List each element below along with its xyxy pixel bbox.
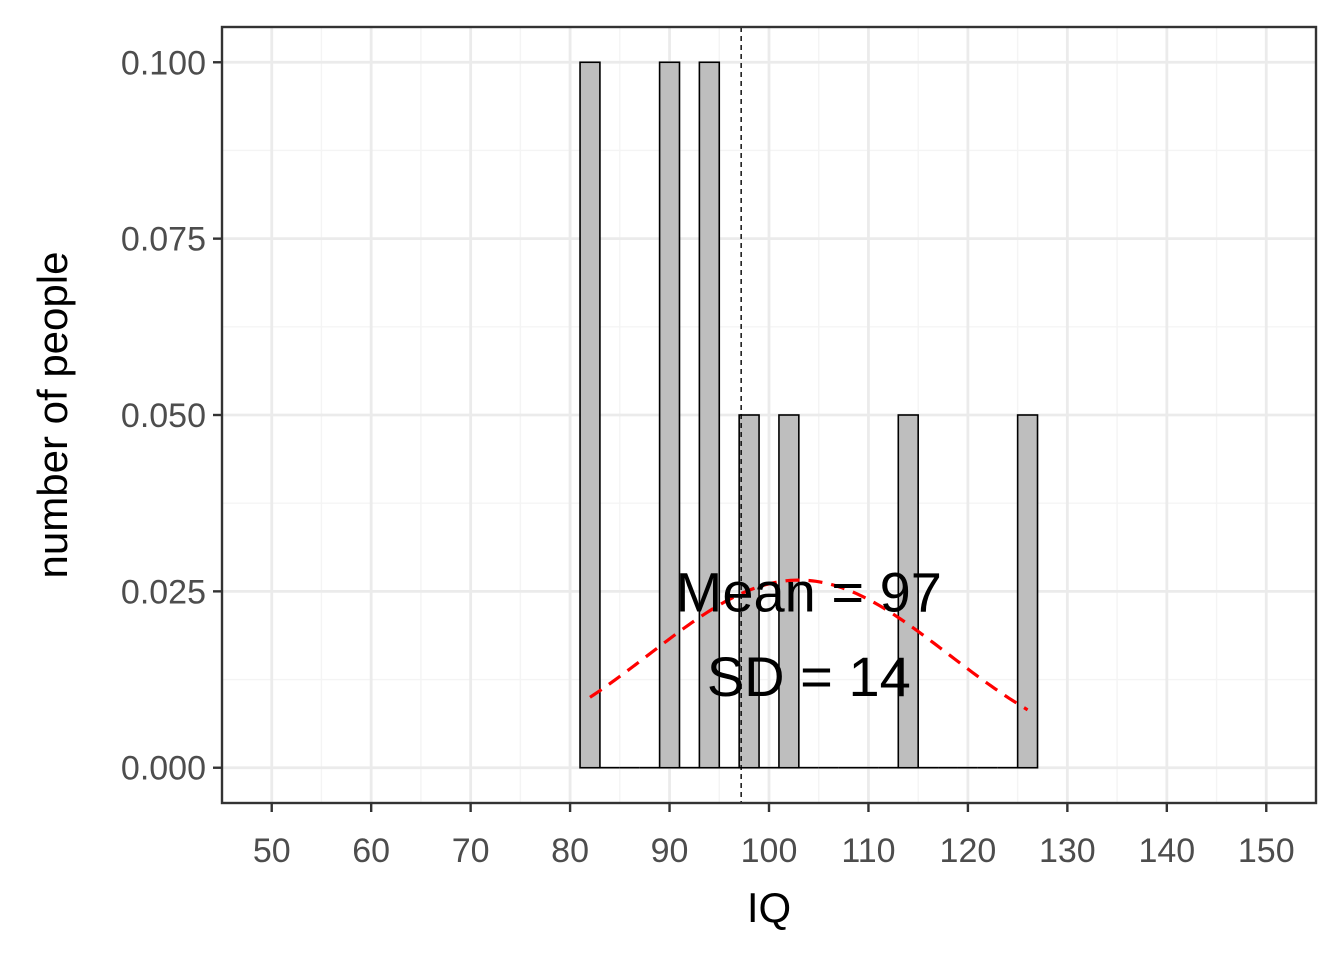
x-tick-label: 60	[352, 832, 390, 870]
x-tick-label: 90	[651, 832, 689, 870]
y-tick-label: 0.050	[121, 397, 206, 435]
histogram-bar	[778, 414, 800, 769]
histogram-bar	[579, 61, 601, 769]
x-tick-label: 130	[1039, 832, 1096, 870]
annotation-text: Mean = 97	[676, 560, 942, 623]
y-axis: 0.000 0.025 0.050 0.075 0.100	[121, 44, 222, 788]
y-axis-title: number of people	[29, 252, 76, 579]
x-tick-label: 120	[940, 832, 997, 870]
histogram-bar	[658, 61, 681, 769]
x-tick-label: 80	[551, 832, 589, 870]
normal-curve-layer	[589, 578, 1029, 712]
histogram-bars	[579, 61, 1039, 769]
x-axis-title: IQ	[747, 884, 791, 931]
x-tick-label: 100	[741, 832, 798, 870]
histogram-bar	[897, 414, 919, 769]
x-tick-label: 50	[253, 832, 291, 870]
y-tick-label: 0.000	[121, 750, 206, 788]
x-tick-label: 110	[841, 832, 895, 870]
x-axis: 50 60 70 80 90 100 110 120 130 140 150	[253, 803, 1295, 870]
histogram-bar	[1016, 414, 1039, 769]
y-tick-label: 0.100	[121, 44, 206, 82]
x-tick-label: 70	[452, 832, 490, 870]
histogram-bar	[698, 61, 721, 769]
annotation-layer: Mean = 97 SD = 14	[676, 560, 942, 708]
x-tick-label: 140	[1138, 832, 1195, 870]
x-tick-label: 150	[1238, 832, 1295, 870]
annotation-text: SD = 14	[707, 645, 911, 708]
y-tick-label: 0.025	[121, 573, 206, 611]
y-tick-label: 0.075	[121, 221, 206, 259]
normal-curve	[589, 578, 1029, 712]
